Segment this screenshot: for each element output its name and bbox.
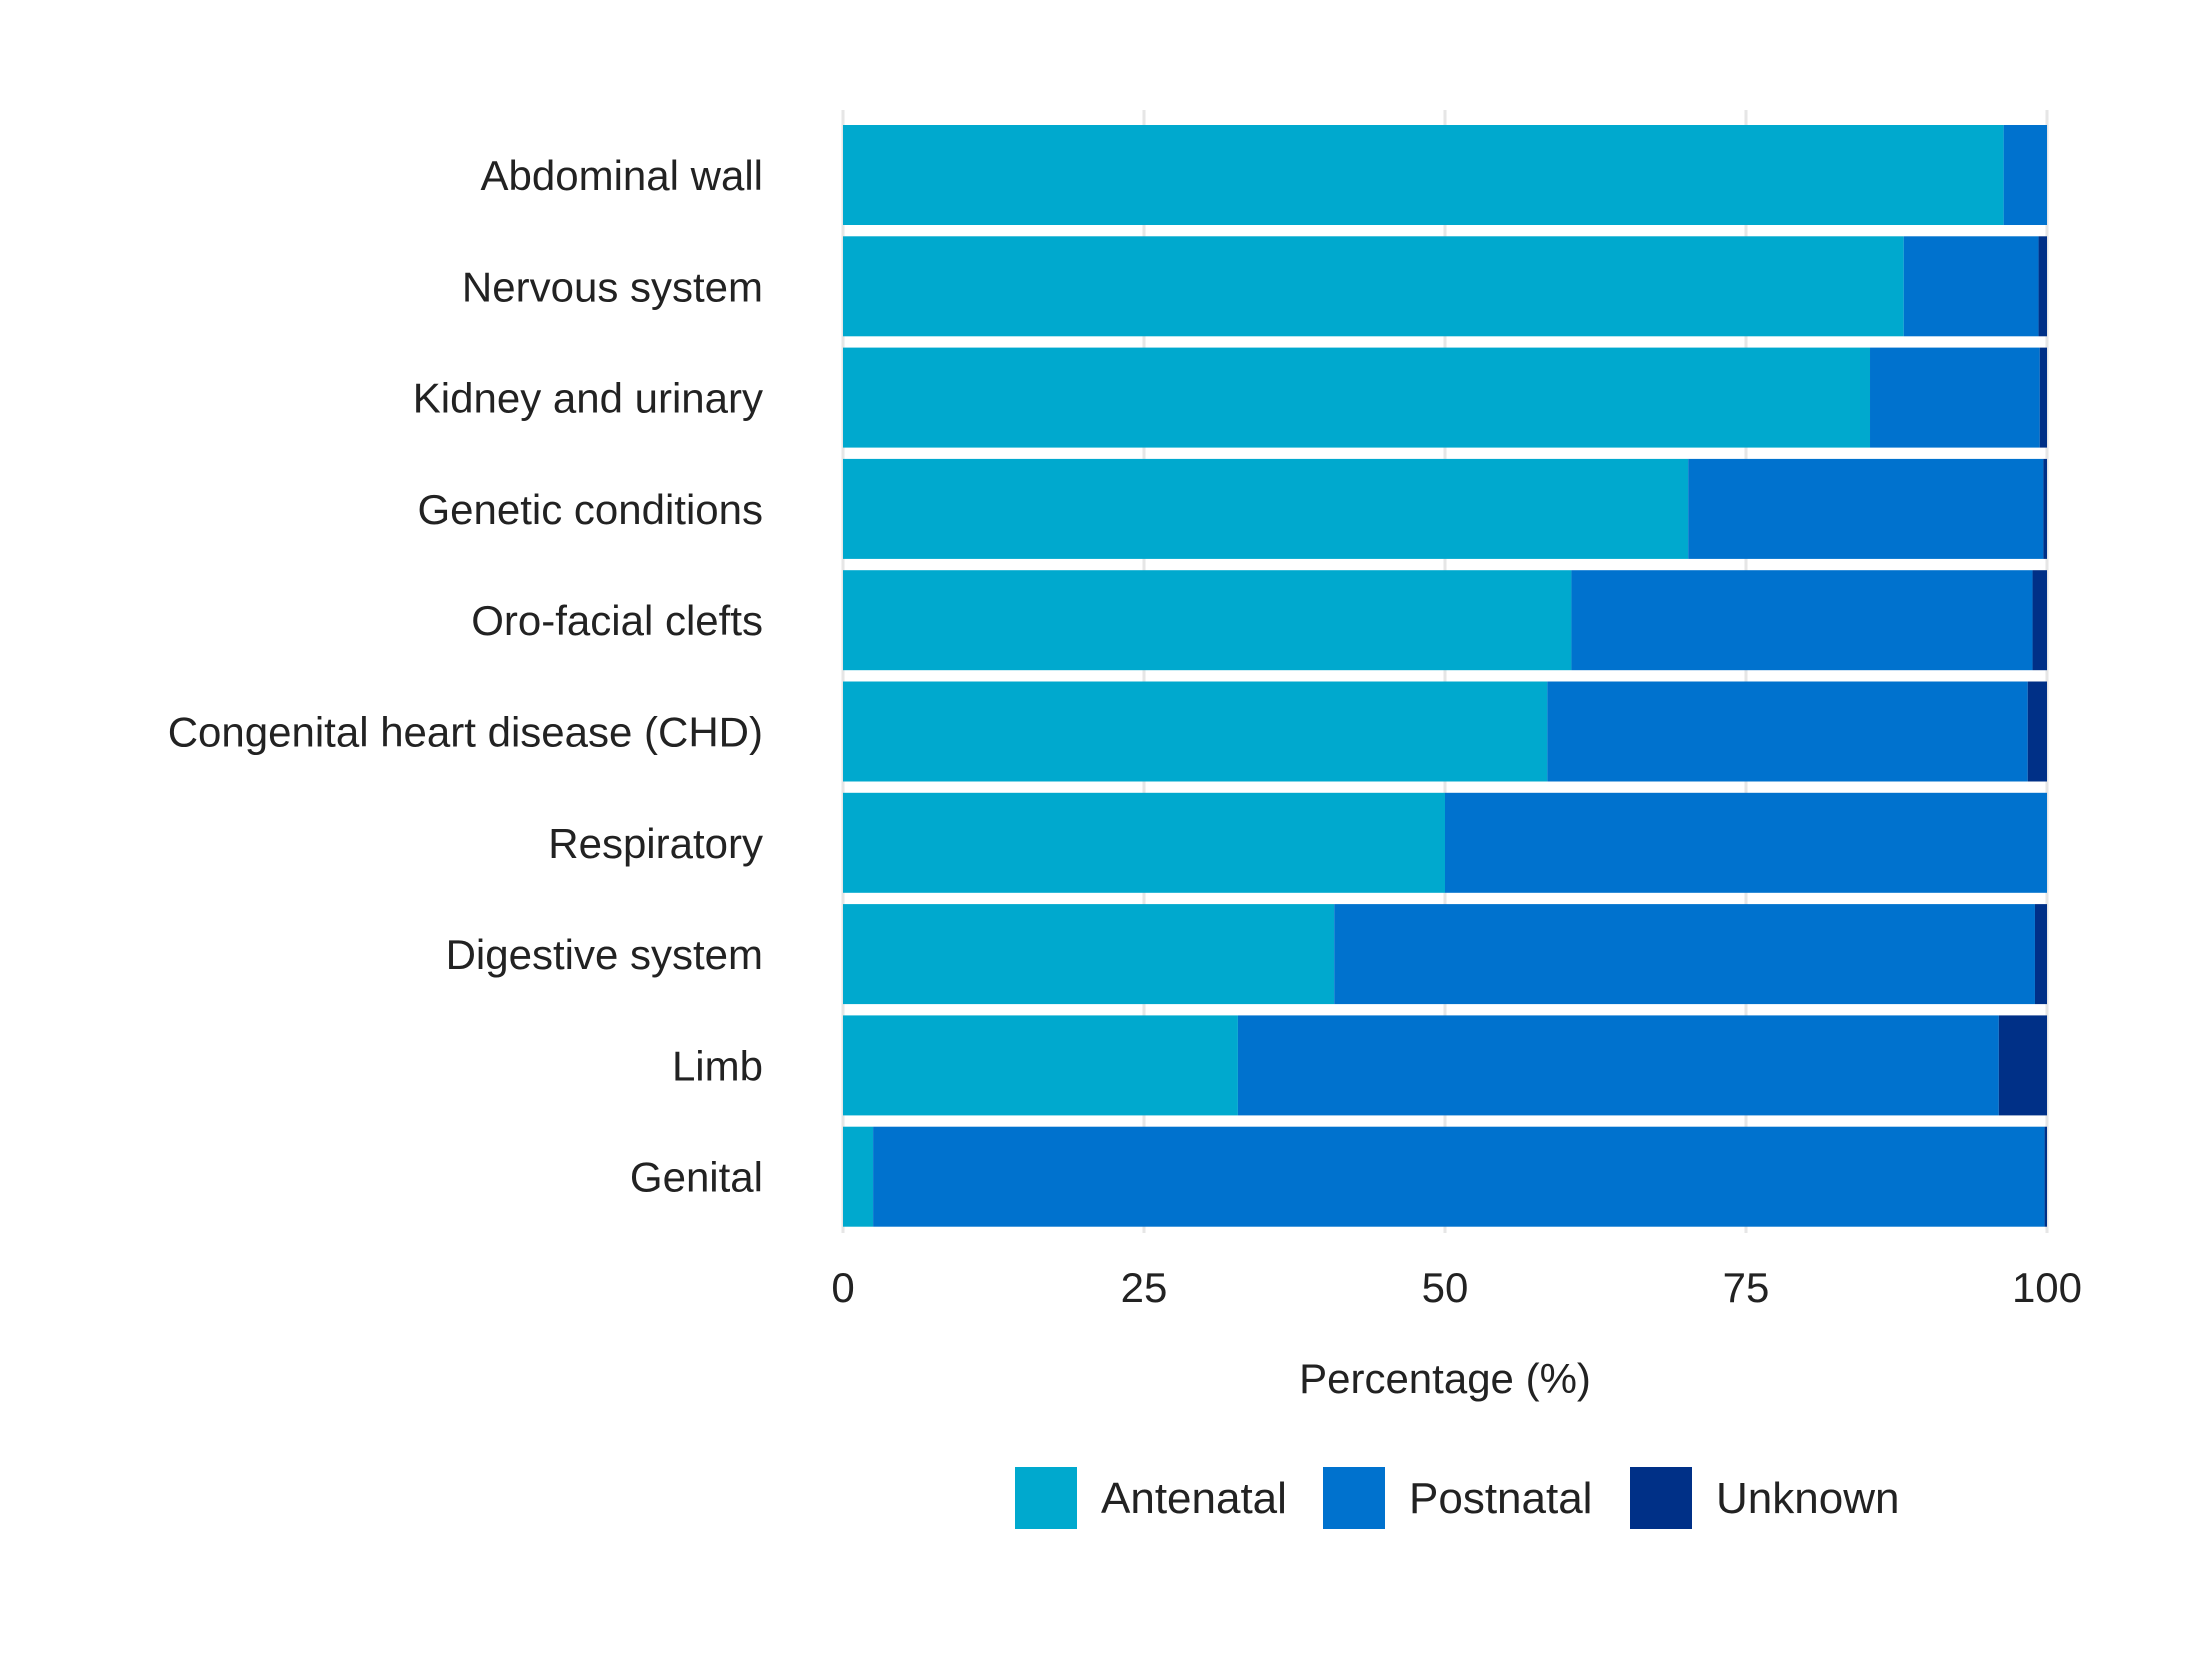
bar-kidney-and-urinary-postnatal xyxy=(1870,347,2040,448)
bar-limb-unknown xyxy=(1998,1015,2047,1116)
x-axis-title: Percentage (%) xyxy=(1299,1355,1591,1402)
category-label-kidney-and-urinary: Kidney and urinary xyxy=(413,375,763,422)
category-label-digestive-system: Digestive system xyxy=(446,931,763,978)
category-label-limb: Limb xyxy=(672,1042,763,1089)
x-tick-label-0: 0 xyxy=(831,1264,854,1311)
bar-respiratory-antenatal xyxy=(843,792,1445,893)
category-label-genetic-conditions: Genetic conditions xyxy=(417,486,763,533)
x-tick-label-50: 50 xyxy=(1422,1264,1469,1311)
legend-item-antenatal: Antenatal xyxy=(1015,1467,1287,1529)
legend-swatch-postnatal xyxy=(1323,1467,1385,1529)
category-label-genital: Genital xyxy=(630,1154,763,1201)
bar-respiratory-postnatal xyxy=(1445,792,2047,893)
category-label-congenital-heart-disease-chd: Congenital heart disease (CHD) xyxy=(168,709,763,756)
category-label-oro-facial-clefts: Oro-facial clefts xyxy=(471,597,763,644)
legend-label-antenatal: Antenatal xyxy=(1101,1474,1287,1523)
category-label-respiratory: Respiratory xyxy=(548,820,763,867)
x-tick-label-25: 25 xyxy=(1121,1264,1168,1311)
bar-oro-facial-clefts-postnatal xyxy=(1571,570,2033,671)
legend-label-postnatal: Postnatal xyxy=(1409,1474,1592,1523)
bar-genital-postnatal xyxy=(873,1126,2045,1227)
bar-limb-antenatal xyxy=(843,1015,1238,1116)
legend-swatch-antenatal xyxy=(1015,1467,1077,1529)
x-axis-ticks: 0 25 50 75 100 xyxy=(831,1264,2082,1311)
bar-genetic-conditions-postnatal xyxy=(1688,458,2044,559)
bar-congenital-heart-disease-chd-unknown xyxy=(2027,681,2047,782)
bar-oro-facial-clefts-antenatal xyxy=(843,570,1572,671)
legend: Antenatal Postnatal Unknown xyxy=(1015,1467,1899,1529)
bar-nervous-system-postnatal xyxy=(1903,236,2039,337)
bar-digestive-system-antenatal xyxy=(843,904,1335,1005)
bar-congenital-heart-disease-chd-postnatal xyxy=(1547,681,2028,782)
bar-genital-unknown xyxy=(2044,1126,2047,1227)
bar-genital-antenatal xyxy=(843,1126,874,1227)
bar-abdominal-wall-postnatal xyxy=(2003,125,2047,225)
bar-limb-postnatal xyxy=(1237,1015,1999,1116)
bar-oro-facial-clefts-unknown xyxy=(2032,570,2047,671)
category-label-nervous-system: Nervous system xyxy=(462,263,763,310)
category-label-abdominal-wall: Abdominal wall xyxy=(481,152,763,199)
bar-genetic-conditions-unknown xyxy=(2043,458,2047,559)
bar-abdominal-wall-antenatal xyxy=(843,125,2004,225)
bar-nervous-system-antenatal xyxy=(843,236,1904,337)
bar-congenital-heart-disease-chd-antenatal xyxy=(843,681,1548,782)
bar-digestive-system-postnatal xyxy=(1334,904,2035,1005)
bar-digestive-system-unknown xyxy=(2034,904,2047,1005)
bar-kidney-and-urinary-antenatal xyxy=(843,347,1871,448)
bar-nervous-system-unknown xyxy=(2038,236,2047,337)
bar-kidney-and-urinary-unknown xyxy=(2039,347,2047,448)
x-tick-label-100: 100 xyxy=(2012,1264,2082,1311)
bars-layer xyxy=(843,125,2047,1227)
legend-item-postnatal: Postnatal xyxy=(1323,1467,1592,1529)
legend-label-unknown: Unknown xyxy=(1716,1474,1899,1523)
legend-swatch-unknown xyxy=(1630,1467,1692,1529)
legend-item-unknown: Unknown xyxy=(1630,1467,1899,1529)
bar-genetic-conditions-antenatal xyxy=(843,458,1689,559)
category-labels: Abdominal wall Nervous system Kidney and u… xyxy=(168,152,763,1201)
x-tick-label-75: 75 xyxy=(1723,1264,1770,1311)
